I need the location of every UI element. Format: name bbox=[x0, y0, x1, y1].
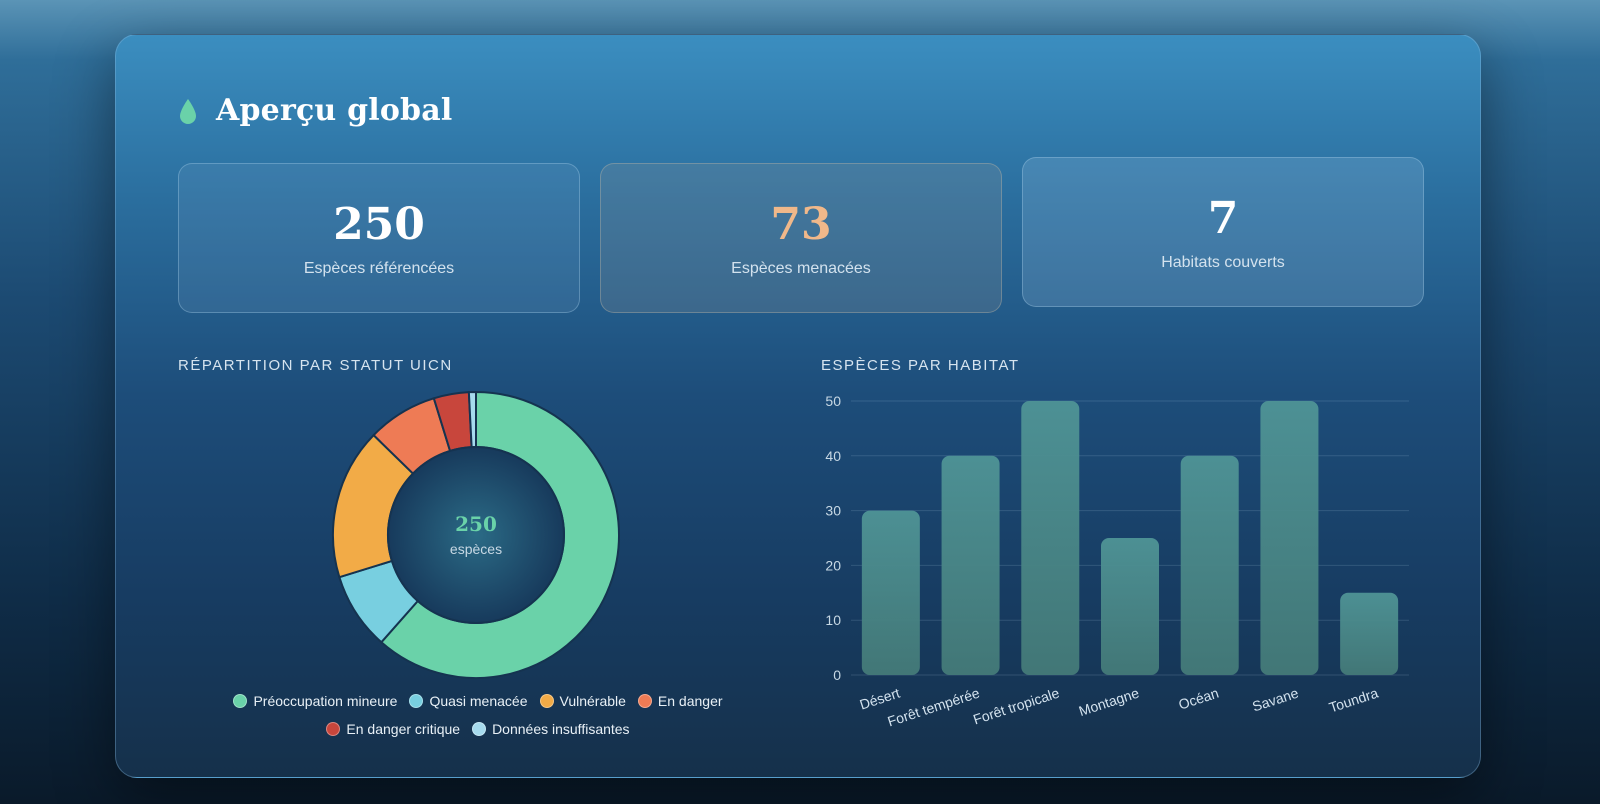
legend-item: En danger bbox=[637, 693, 723, 709]
y-tick-label: 50 bbox=[825, 393, 841, 409]
legend-swatch bbox=[233, 694, 248, 708]
legend-item: Vulnérable bbox=[539, 693, 626, 709]
bar bbox=[941, 455, 1000, 675]
x-tick-label: Océan bbox=[1176, 685, 1220, 713]
bar bbox=[1260, 401, 1319, 675]
x-tick-label: Forêt tropicale bbox=[971, 685, 1061, 728]
bar bbox=[1021, 401, 1080, 675]
y-tick-label: 30 bbox=[825, 503, 841, 519]
legend-label: Vulnérable bbox=[559, 693, 626, 709]
donut-center-label: espèces bbox=[450, 541, 502, 557]
legend-swatch bbox=[326, 722, 341, 736]
bar bbox=[1340, 592, 1399, 675]
legend-item: En danger critique bbox=[326, 721, 460, 737]
legend-label: Quasi menacée bbox=[429, 693, 528, 709]
y-tick-label: 40 bbox=[825, 448, 841, 464]
x-tick-label: Savane bbox=[1250, 685, 1300, 715]
stat-value: 73 bbox=[770, 199, 832, 250]
x-tick-label: Montagne bbox=[1077, 685, 1141, 720]
title-row: Aperçu global bbox=[178, 93, 452, 128]
bar bbox=[1180, 455, 1239, 675]
donut-center-value: 250 bbox=[455, 512, 497, 536]
legend-swatch bbox=[409, 694, 424, 708]
x-tick-label: Forêt tempérée bbox=[886, 685, 982, 730]
legend-row: En danger critique Données insuffisantes bbox=[178, 715, 778, 743]
drop-icon bbox=[180, 98, 196, 124]
legend-item: Préoccupation mineure bbox=[233, 693, 397, 709]
stat-card-habitats: 7 Habitats couverts bbox=[1022, 157, 1424, 307]
stat-label: Espèces référencées bbox=[303, 260, 455, 277]
donut-chart: 250 espèces bbox=[331, 390, 621, 680]
stat-card-threatened: 73 Espèces menacées bbox=[600, 163, 1002, 313]
stat-value: 250 bbox=[333, 199, 425, 250]
donut-hole bbox=[387, 446, 565, 624]
legend-swatch bbox=[472, 722, 487, 736]
bar-section-title: ESPÈCES PAR HABITAT bbox=[821, 357, 1020, 374]
y-tick-label: 10 bbox=[825, 612, 841, 628]
legend-swatch bbox=[637, 694, 652, 708]
stat-value: 7 bbox=[1207, 193, 1239, 244]
stat-label: Espèces menacées bbox=[731, 260, 871, 277]
y-tick-label: 20 bbox=[825, 557, 841, 573]
legend-swatch bbox=[539, 694, 554, 708]
donut-svg: 250 espèces bbox=[332, 390, 620, 679]
overview-panel: Aperçu global 250 Espèces référencées 73… bbox=[115, 34, 1481, 778]
legend-label: Données insuffisantes bbox=[492, 721, 630, 737]
page-title: Aperçu global bbox=[216, 93, 453, 128]
stat-card-species: 250 Espèces référencées bbox=[178, 163, 580, 313]
stat-label: Habitats couverts bbox=[1161, 254, 1285, 271]
legend-item: Données insuffisantes bbox=[472, 721, 630, 737]
bar bbox=[1101, 538, 1159, 675]
x-tick-label: Désert bbox=[858, 685, 902, 713]
donut-section-title: RÉPARTITION PAR STATUT UICN bbox=[178, 357, 453, 374]
x-tick-label: Toundra bbox=[1327, 685, 1380, 716]
legend-label: En danger bbox=[657, 693, 723, 709]
legend-label: En danger critique bbox=[346, 721, 461, 737]
legend-label: Préoccupation mineure bbox=[253, 693, 398, 709]
legend-item: Quasi menacée bbox=[409, 693, 528, 709]
bar bbox=[861, 510, 920, 675]
y-tick-label: 0 bbox=[833, 667, 841, 683]
legend-row: Préoccupation mineure Quasi menacée Vulnér… bbox=[178, 687, 778, 715]
donut-legend: Préoccupation mineure Quasi menacée Vulnér… bbox=[178, 687, 778, 743]
